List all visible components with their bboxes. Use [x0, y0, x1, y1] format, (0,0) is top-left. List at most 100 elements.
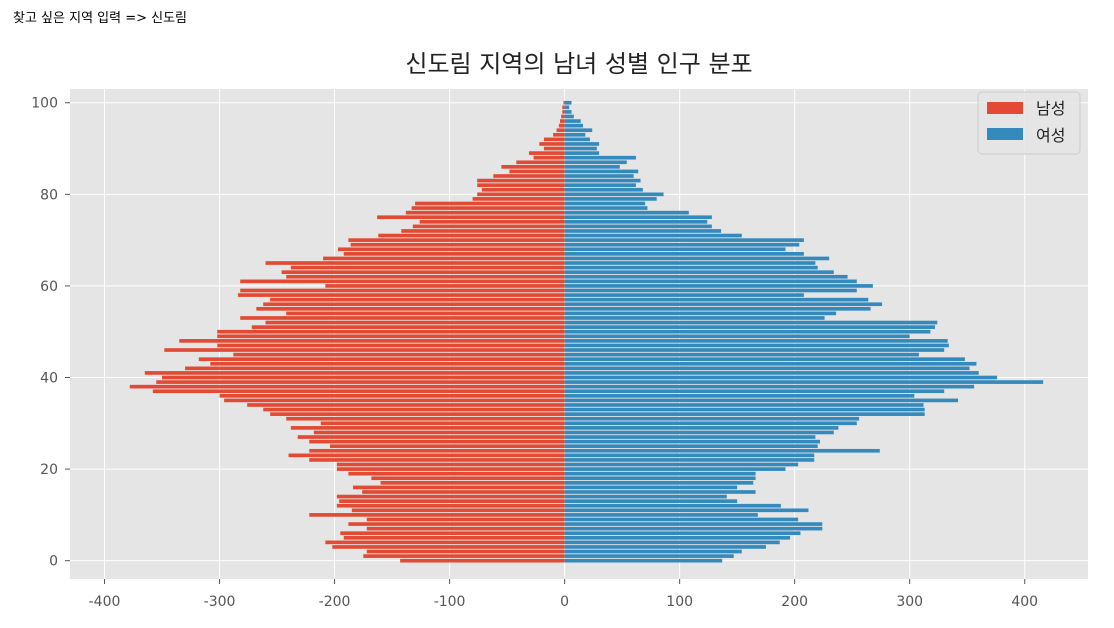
x-tick-label: 200	[781, 594, 808, 610]
female-bar	[564, 201, 646, 206]
y-tick-label: 0	[49, 554, 58, 570]
female-bar	[564, 485, 738, 490]
female-bar	[564, 137, 590, 142]
male-bar	[325, 540, 565, 545]
female-bar	[564, 320, 938, 325]
male-bar	[217, 334, 565, 339]
male-bar	[320, 421, 565, 426]
region-input-prompt: 찾고 싶은 지역 입력 => 신도림	[13, 7, 187, 26]
male-bar	[350, 242, 565, 247]
male-bar	[553, 132, 565, 137]
female-bar	[564, 458, 815, 462]
female-bar	[564, 274, 848, 279]
male-bar	[332, 545, 565, 549]
female-bar	[564, 247, 786, 252]
male-bar	[362, 490, 565, 494]
female-bar	[564, 476, 756, 481]
female-bar	[564, 453, 815, 458]
female-bar	[564, 554, 734, 558]
female-bar	[564, 361, 977, 366]
female-bar	[564, 462, 799, 467]
female-bar	[564, 206, 648, 210]
male-bar	[563, 100, 565, 105]
male-bar	[144, 371, 565, 375]
legend-swatch-male	[987, 102, 1023, 114]
male-bar	[336, 494, 565, 499]
female-bar	[564, 481, 754, 485]
female-bar	[564, 123, 584, 128]
male-bar	[348, 522, 565, 526]
female-bar	[564, 499, 738, 503]
region-input-value[interactable]: 신도림	[151, 11, 188, 26]
male-bar	[309, 439, 565, 444]
female-bar	[564, 526, 823, 531]
female-bar	[564, 375, 998, 380]
x-tick-label: -100	[434, 594, 466, 610]
male-bar	[237, 293, 565, 297]
female-bar	[564, 448, 880, 453]
male-bar	[366, 526, 565, 531]
male-bar	[343, 252, 565, 256]
male-bar	[179, 339, 565, 343]
male-bar	[323, 256, 565, 261]
male-bar	[366, 517, 565, 522]
male-bar	[240, 288, 565, 293]
male-bar	[477, 183, 565, 187]
male-bar	[348, 471, 565, 476]
female-bar	[564, 389, 945, 394]
male-bar	[377, 215, 565, 220]
female-bar	[564, 192, 664, 197]
male-bar	[543, 146, 565, 151]
female-bar	[564, 302, 883, 307]
female-bar	[564, 439, 820, 444]
male-bar	[501, 165, 565, 169]
female-bar	[564, 316, 825, 320]
male-bar	[240, 279, 565, 284]
female-bar	[564, 132, 586, 137]
female-bar	[564, 219, 708, 224]
female-bar	[564, 210, 689, 215]
female-bar	[564, 306, 871, 311]
male-bar	[309, 513, 565, 517]
male-bar	[219, 393, 565, 398]
female-bar	[564, 183, 636, 187]
male-bar	[297, 435, 565, 439]
female-bar	[564, 494, 727, 499]
male-bar	[256, 306, 565, 311]
female-bar	[564, 311, 837, 316]
female-bar	[564, 265, 818, 270]
male-bar	[562, 105, 565, 110]
male-bar	[152, 389, 565, 394]
female-bar	[564, 343, 949, 348]
female-bar	[564, 233, 742, 238]
female-bar	[564, 256, 830, 261]
male-bar	[340, 531, 565, 536]
female-bar	[564, 540, 780, 545]
male-bar	[290, 426, 565, 430]
male-bar	[348, 238, 565, 242]
female-bar	[564, 169, 639, 174]
legend-swatch-female	[987, 128, 1023, 140]
axis-labels: -400 -300 -200 -100 0 100 200 300 400 0 20 40 60 80 10…	[31, 96, 1038, 610]
female-bar	[564, 522, 823, 526]
male-bar	[380, 481, 565, 485]
male-bar	[472, 197, 565, 201]
male-bar	[351, 508, 565, 513]
male-bar	[561, 114, 565, 119]
male-bar	[329, 444, 565, 449]
female-bar	[564, 187, 643, 192]
female-bar	[564, 421, 857, 426]
female-bar	[564, 444, 818, 449]
female-bar	[564, 435, 816, 439]
male-bar	[411, 206, 565, 210]
female-bar	[564, 174, 634, 178]
legend-label-male: 남성	[1036, 99, 1065, 118]
female-bar	[564, 215, 712, 220]
female-bar	[564, 325, 936, 329]
female-bar	[564, 412, 925, 416]
male-bar	[366, 549, 565, 554]
male-bar	[493, 174, 565, 178]
male-bar	[162, 375, 565, 380]
male-bar	[270, 412, 565, 416]
